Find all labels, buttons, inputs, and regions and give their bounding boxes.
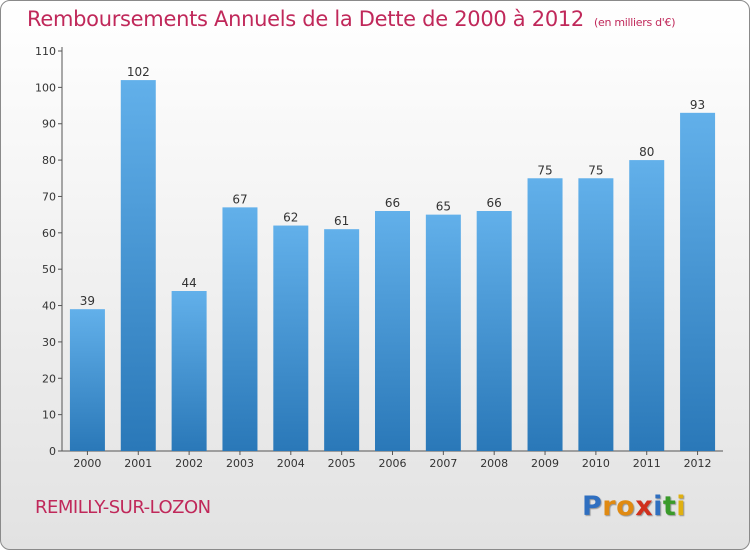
value-label: 66: [487, 196, 502, 210]
x-tick-label: 2003: [226, 457, 254, 470]
bar-2003: [222, 207, 258, 451]
y-tick-label: 80: [42, 154, 56, 167]
x-tick-label: 2001: [124, 457, 152, 470]
logo-letter: i: [653, 491, 663, 522]
x-tick-label: 2009: [531, 457, 559, 470]
x-tick-label: 2005: [328, 457, 356, 470]
value-label: 75: [537, 163, 552, 177]
y-tick-label: 30: [42, 336, 56, 349]
bar-2009: [527, 178, 563, 452]
value-label: 61: [334, 214, 349, 228]
logo-letter: x: [635, 491, 654, 522]
value-label: 62: [283, 211, 298, 225]
y-tick-label: 10: [42, 409, 56, 422]
x-tick-label: 2000: [73, 457, 101, 470]
bar-2008: [476, 211, 512, 451]
y-tick-label: 100: [35, 81, 56, 94]
value-label: 44: [181, 276, 196, 290]
logo-letter: t: [662, 491, 677, 522]
value-label: 80: [639, 145, 654, 159]
bar-2007: [425, 214, 461, 451]
logo-letter: i: [676, 491, 687, 522]
y-tick-label: 50: [42, 263, 56, 276]
chart-subtitle: (en milliers d'€): [594, 16, 676, 29]
value-label: 67: [232, 192, 247, 206]
logo-letter: P: [582, 491, 603, 522]
value-label: 66: [385, 196, 400, 210]
logo-letter: r: [602, 491, 617, 522]
value-label: 65: [436, 200, 451, 214]
value-label: 75: [588, 163, 603, 177]
x-tick-label: 2002: [175, 457, 203, 470]
value-label: 93: [690, 98, 705, 112]
proxiti-logo[interactable]: Proxiti: [582, 491, 686, 522]
x-tick-label: 2004: [277, 457, 305, 470]
bar-2010: [578, 178, 614, 452]
bars: [69, 80, 716, 452]
bar-2006: [375, 211, 410, 451]
value-label: 39: [80, 294, 95, 308]
bar-2001: [120, 80, 156, 451]
x-tick-label: 2008: [480, 457, 508, 470]
x-tick-label: 2012: [684, 457, 712, 470]
y-tick-label: 110: [35, 45, 56, 58]
x-tick-label: 2010: [582, 457, 610, 470]
y-tick-label: 20: [42, 372, 56, 385]
y-tick-label: 90: [42, 118, 56, 131]
bar-2002: [171, 291, 207, 451]
y-tick-label: 40: [42, 300, 56, 313]
bar-2012: [680, 112, 716, 452]
y-tick-label: 0: [49, 445, 56, 458]
x-tick-label: 2007: [429, 457, 457, 470]
logo-letter: o: [616, 491, 636, 522]
value-label: 102: [127, 65, 150, 79]
commune-name: REMILLY-SUR-LOZON: [35, 497, 211, 518]
bar-2004: [273, 225, 309, 451]
chart-title: Remboursements Annuels de la Dette de 20…: [27, 7, 675, 31]
labels: 2000 39 2001 102 2002 44 2003 67 2004 62 2005 61 200…: [73, 65, 711, 470]
title-text: Remboursements Annuels de la Dette de 20…: [27, 7, 584, 31]
x-tick-label: 2011: [633, 457, 661, 470]
x-tick-label: 2006: [379, 457, 407, 470]
y-tick-label: 70: [42, 190, 56, 203]
bar-2005: [324, 229, 360, 451]
y-tick-label: 60: [42, 227, 56, 240]
bar-2000: [69, 309, 105, 451]
bar-2011: [629, 160, 665, 451]
